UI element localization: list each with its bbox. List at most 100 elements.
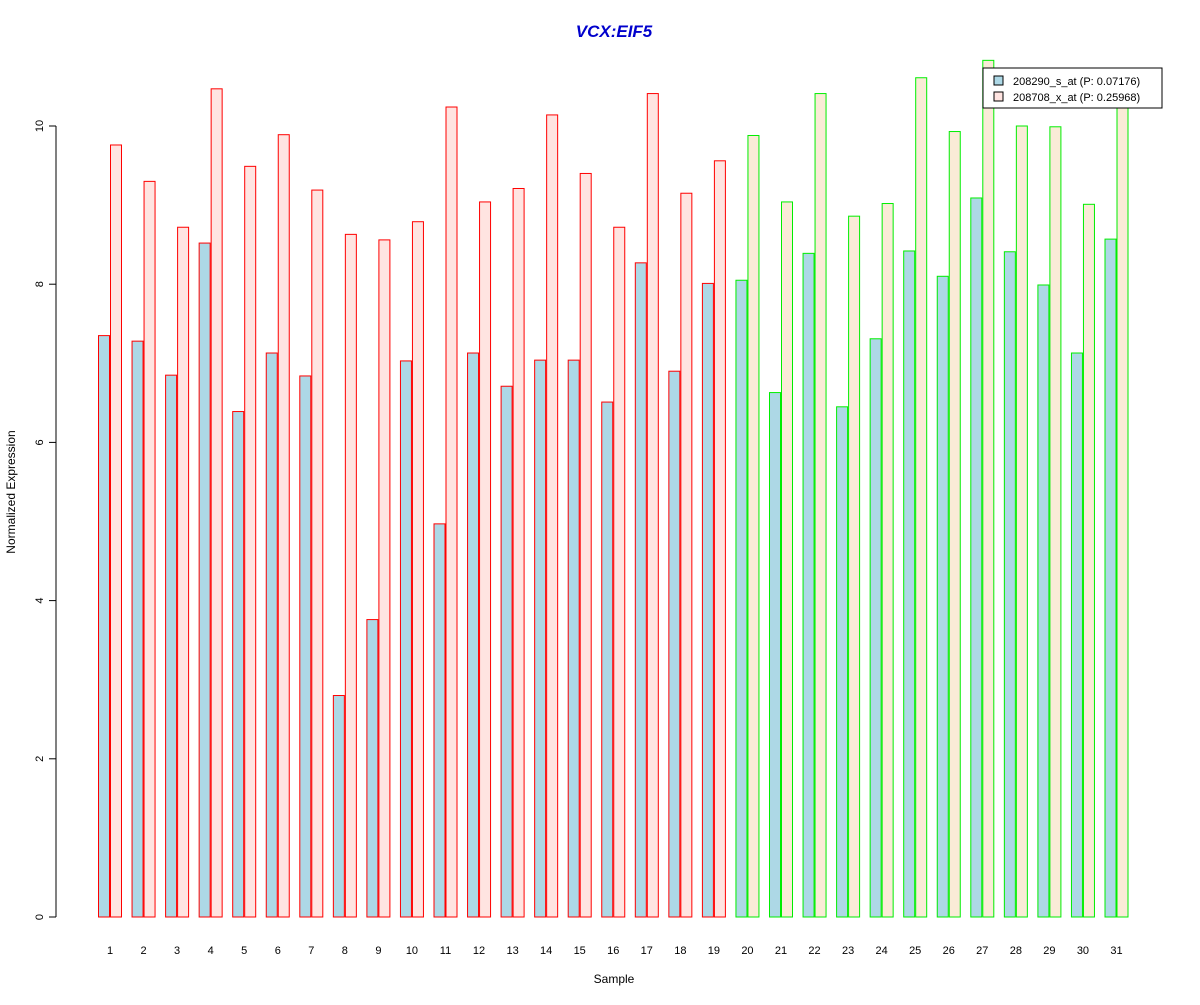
bar-208290-sample-25 [903, 250, 916, 918]
bar-208290-sample-13 [500, 385, 513, 918]
bar-208708-sample-31 [1116, 99, 1129, 918]
bar-208290-sample-2 [131, 340, 144, 918]
x-tick-label-27: 27 [976, 945, 988, 957]
x-tick-label-17: 17 [641, 945, 653, 957]
bar-208708-sample-18 [680, 192, 693, 918]
bar-208290-sample-28 [1003, 251, 1016, 918]
y-tick-label-4: 4 [34, 598, 46, 604]
y-tick-label-0: 0 [34, 914, 46, 920]
bar-208290-sample-10 [399, 360, 412, 918]
bar-208708-sample-1 [110, 144, 122, 918]
bar-208708-sample-24 [881, 203, 894, 918]
bar-208290-sample-19 [701, 282, 714, 918]
x-tick-label-24: 24 [876, 945, 888, 957]
x-tick-label-3: 3 [174, 945, 180, 957]
y-axis: 0 2 4 6 8 10 [34, 120, 57, 920]
x-tick-label-12: 12 [473, 945, 485, 957]
bar-208708-sample-7 [311, 189, 324, 918]
x-axis-title: Sample [594, 972, 635, 986]
x-tick-label-25: 25 [909, 945, 921, 957]
x-tick-label-10: 10 [406, 945, 418, 957]
bar-208708-sample-14 [546, 114, 559, 918]
bar-208708-sample-26 [948, 131, 961, 918]
bar-208290-sample-7 [299, 375, 312, 918]
bar-208290-sample-18 [668, 370, 681, 918]
bar-208290-sample-6 [265, 352, 278, 918]
bar-208708-sample-11 [445, 106, 458, 918]
bar-208290-sample-20 [735, 279, 748, 918]
x-tick-label-11: 11 [440, 945, 451, 957]
bar-208290-sample-14 [534, 359, 547, 918]
bar-208290-sample-12 [467, 352, 480, 918]
bar-208290-sample-4 [198, 242, 211, 918]
x-tick-label-6: 6 [275, 945, 281, 957]
x-tick-label-1: 1 [107, 945, 113, 957]
y-axis-title: Normalized Expression [4, 430, 18, 553]
bar-208290-sample-31 [1104, 238, 1117, 918]
x-tick-label-15: 15 [574, 945, 586, 957]
legend-swatch-2 [993, 91, 1004, 102]
x-tick-label-7: 7 [308, 945, 314, 957]
bar-208290-sample-1 [98, 335, 110, 918]
bar-208708-sample-3 [177, 226, 190, 918]
legend-label-2: 208708_x_at (P: 0.25968) [1013, 92, 1140, 104]
bar-208708-sample-29 [1049, 126, 1062, 918]
bar-208290-sample-27 [970, 197, 983, 918]
bar-208708-sample-6 [277, 134, 290, 918]
bar-208708-sample-17 [646, 93, 659, 918]
y-tick-label-10: 10 [34, 120, 46, 132]
bar-208708-sample-8 [344, 233, 357, 918]
x-tick-label-21: 21 [775, 945, 787, 957]
chart-title: VCX:EIF5 [576, 22, 653, 41]
x-tick-label-8: 8 [342, 945, 348, 957]
bar-208708-sample-25 [915, 77, 928, 918]
legend: 208290_s_at (P: 0.07176) 208708_x_at (P: … [982, 67, 1163, 109]
bar-208708-sample-16 [613, 226, 626, 918]
x-tick-label-18: 18 [674, 945, 686, 957]
x-tick-label-31: 31 [1110, 945, 1122, 957]
bar-208708-sample-2 [143, 180, 156, 918]
x-tick-label-9: 9 [375, 945, 381, 957]
bar-208290-sample-24 [869, 338, 882, 918]
bar-208290-sample-15 [567, 359, 580, 918]
bar-208290-sample-8 [332, 695, 345, 918]
x-tick-label-5: 5 [241, 945, 247, 957]
bar-208708-sample-23 [848, 215, 861, 918]
bar-208290-sample-29 [1037, 284, 1050, 918]
y-tick-label-8: 8 [34, 281, 46, 287]
y-tick-label-6: 6 [34, 439, 46, 445]
x-tick-label-16: 16 [607, 945, 619, 957]
x-tick-label-2: 2 [140, 945, 146, 957]
x-tick-label-29: 29 [1043, 945, 1055, 957]
x-tick-label-4: 4 [208, 945, 214, 957]
bar-208708-sample-12 [479, 201, 492, 918]
bar-208708-sample-9 [378, 239, 391, 918]
bar-208290-sample-3 [165, 374, 178, 918]
bar-208290-sample-11 [433, 523, 446, 918]
bar-208708-sample-13 [512, 187, 525, 918]
x-tick-label-13: 13 [506, 945, 518, 957]
x-tick-label-20: 20 [741, 945, 753, 957]
bar-208708-sample-22 [814, 93, 827, 918]
bar-208708-sample-27 [982, 59, 995, 918]
y-tick-label-2: 2 [34, 756, 46, 762]
bar-208290-sample-21 [769, 392, 781, 918]
bars-layer [98, 59, 1129, 918]
bar-208290-sample-9 [366, 619, 379, 918]
bar-208290-sample-22 [802, 252, 815, 918]
x-tick-label-14: 14 [540, 945, 552, 957]
bar-208290-sample-16 [601, 401, 614, 918]
x-tick-label-26: 26 [943, 945, 955, 957]
legend-box [982, 67, 1163, 109]
legend-label-1: 208290_s_at (P: 0.07176) [1013, 76, 1140, 88]
bar-208708-sample-20 [747, 134, 760, 918]
bar-208708-sample-21 [781, 201, 793, 918]
bar-208708-sample-4 [210, 88, 223, 918]
bar-208708-sample-30 [1082, 203, 1095, 918]
bar-208708-sample-19 [713, 160, 726, 918]
x-tick-label-23: 23 [842, 945, 854, 957]
x-axis: 1 2 3 4 5 6 7 8 9 10 11 12 13 14 15 16 17 18 19 20 21 22 23 24 2… [107, 945, 1123, 957]
bar-208708-sample-5 [244, 165, 257, 918]
